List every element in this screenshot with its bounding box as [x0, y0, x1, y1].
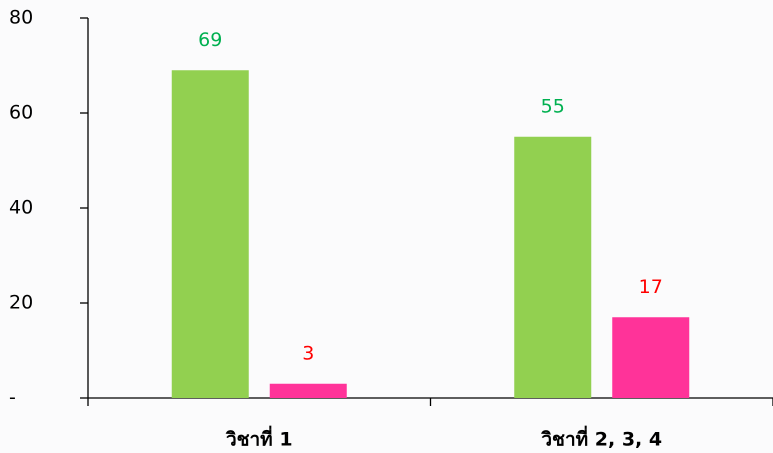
bar [514, 136, 592, 398]
bar [269, 383, 347, 398]
x-tick-label: วิชาที่ 1 [226, 426, 293, 451]
y-tick-label: 60 [9, 102, 33, 124]
y-tick-label: - [9, 387, 16, 409]
value-label: 55 [541, 95, 565, 117]
y-tick-label: 20 [9, 292, 33, 314]
value-label: 17 [639, 276, 663, 298]
bar [171, 70, 249, 398]
value-label: 3 [302, 342, 314, 364]
x-tick-label: วิชาที่ 2, 3, 4 [541, 426, 662, 451]
y-tick-label: 80 [9, 7, 33, 29]
bar [612, 317, 690, 398]
value-label: 69 [198, 29, 222, 51]
y-tick-label: 40 [9, 197, 33, 219]
